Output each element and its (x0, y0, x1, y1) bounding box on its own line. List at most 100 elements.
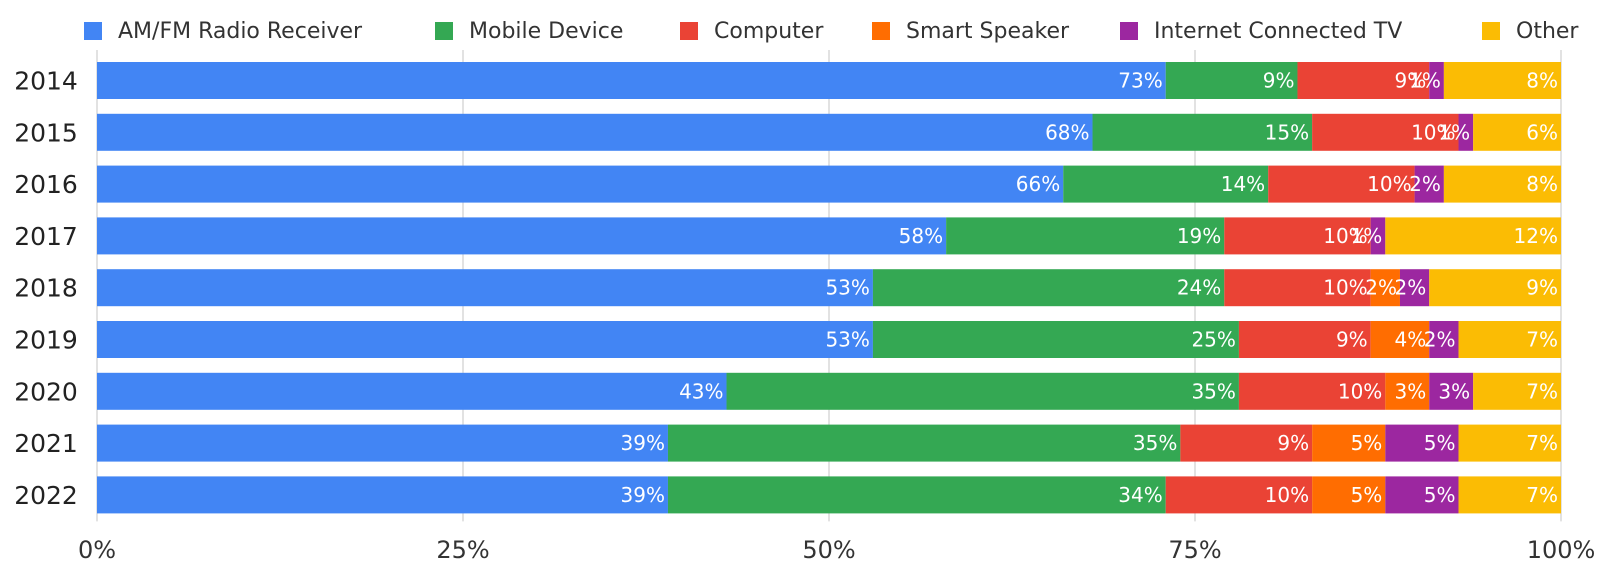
data-label: 7% (1526, 379, 1558, 403)
legend-label: Smart Speaker (906, 19, 1070, 44)
category-label: 2019 (14, 326, 78, 355)
data-label: 10% (1338, 379, 1382, 403)
data-label: 9% (1277, 431, 1309, 455)
category-label: 2014 (14, 67, 78, 96)
bar-segment (1473, 113, 1561, 151)
bar-segment (1429, 269, 1561, 307)
data-label: 1% (1409, 69, 1441, 93)
data-label: 68% (1045, 120, 1089, 144)
bar-segment (1370, 217, 1386, 255)
category-label: 2016 (14, 170, 78, 199)
legend-swatch (1482, 22, 1500, 40)
data-label: 2% (1365, 276, 1397, 300)
legend-label: Other (1516, 19, 1579, 44)
legend: AM/FM Radio Receiver Mobile Device Compute… (84, 19, 1579, 44)
category-label: 2017 (14, 222, 78, 251)
data-label: 5% (1424, 431, 1456, 455)
data-label: 3% (1438, 379, 1470, 403)
bar-segment (1429, 321, 1459, 358)
data-label: 25% (1191, 328, 1235, 352)
data-label: 39% (621, 483, 665, 507)
data-label: 9% (1526, 276, 1558, 300)
data-label: 9% (1395, 69, 1427, 93)
category-label: 2020 (14, 377, 78, 406)
data-label: 8% (1526, 69, 1558, 93)
bar-segment (1297, 62, 1430, 99)
x-tick-label: 0% (78, 536, 116, 564)
bar-segment (1370, 269, 1400, 307)
bar-segment (1458, 321, 1561, 358)
data-label: 53% (825, 328, 869, 352)
bar-segment (872, 269, 1225, 307)
data-label: 73% (1118, 69, 1162, 93)
data-label: 10% (1323, 276, 1367, 300)
bar-segment (1224, 269, 1371, 307)
data-label: 2% (1424, 328, 1456, 352)
data-label: 9% (1336, 328, 1368, 352)
bar-segment (1092, 113, 1313, 151)
bar-segment (1473, 372, 1561, 410)
bar-segment (1224, 217, 1371, 255)
bar-segment (872, 321, 1239, 358)
bar-segment (946, 217, 1225, 255)
x-tick-label: 100% (1527, 536, 1596, 564)
bar-segment (1165, 476, 1313, 514)
data-label: 2% (1395, 276, 1427, 300)
segment-labels: 73% 9% 9%1% 8%68% 15% 10%1% 6%66% 14% 10%2% 8%58%… (621, 69, 1558, 507)
bar-segment (97, 113, 1093, 151)
bar-segment (1458, 113, 1474, 151)
bar-segment (1238, 321, 1371, 358)
legend-label: Internet Connected TV (1154, 19, 1402, 44)
category-label: 2018 (14, 274, 78, 303)
bar-segment (1370, 321, 1430, 358)
data-label: 7% (1526, 431, 1558, 455)
data-label: 2% (1409, 172, 1441, 196)
data-label: 6% (1526, 120, 1558, 144)
legend-label: Computer (714, 19, 824, 44)
bar-segment (1458, 476, 1561, 514)
bar-segment (1268, 165, 1415, 203)
category-label: 2015 (14, 118, 78, 147)
data-label: 8% (1526, 172, 1558, 196)
x-tick-label: 75% (1168, 536, 1221, 564)
bar-segment (97, 372, 727, 410)
bar-segment (1180, 424, 1313, 462)
data-label: 5% (1424, 483, 1456, 507)
bar-segment (1399, 269, 1430, 307)
data-label: 15% (1265, 120, 1309, 144)
bar-segment (1063, 165, 1269, 203)
legend-swatch (872, 22, 890, 40)
data-label: 10% (1265, 483, 1309, 507)
bar-segment (667, 424, 1181, 462)
data-label: 24% (1177, 276, 1221, 300)
data-label: 53% (825, 276, 869, 300)
bar-segment (1385, 372, 1430, 410)
legend-swatch (84, 22, 102, 40)
year-labels: 2014 2015 2016 2017 2018 2019 2020 2021 2022 (14, 67, 78, 510)
data-label: 19% (1177, 224, 1221, 248)
bar-segment (1443, 62, 1561, 99)
bar-segment (97, 321, 873, 358)
bar-segment (97, 165, 1064, 203)
data-label: 35% (1191, 379, 1235, 403)
bar-segment (667, 476, 1166, 514)
bars (97, 62, 1561, 514)
data-label: 5% (1351, 483, 1383, 507)
bar-segment (97, 424, 668, 462)
x-tick-label: 50% (802, 536, 855, 564)
data-label: 7% (1526, 483, 1558, 507)
data-label: 12% (1514, 224, 1558, 248)
bar-segment (1385, 476, 1459, 514)
bar-segment (1458, 424, 1561, 462)
data-label: 5% (1351, 431, 1383, 455)
data-label: 66% (1016, 172, 1060, 196)
bar-segment (1429, 62, 1444, 99)
category-label: 2021 (14, 429, 78, 458)
legend-label: AM/FM Radio Receiver (118, 19, 363, 44)
bar-segment (97, 476, 668, 514)
bar-segment (1312, 424, 1386, 462)
legend-label: Mobile Device (469, 19, 623, 44)
bar-segment (1429, 372, 1474, 410)
bar-segment (1414, 165, 1444, 203)
